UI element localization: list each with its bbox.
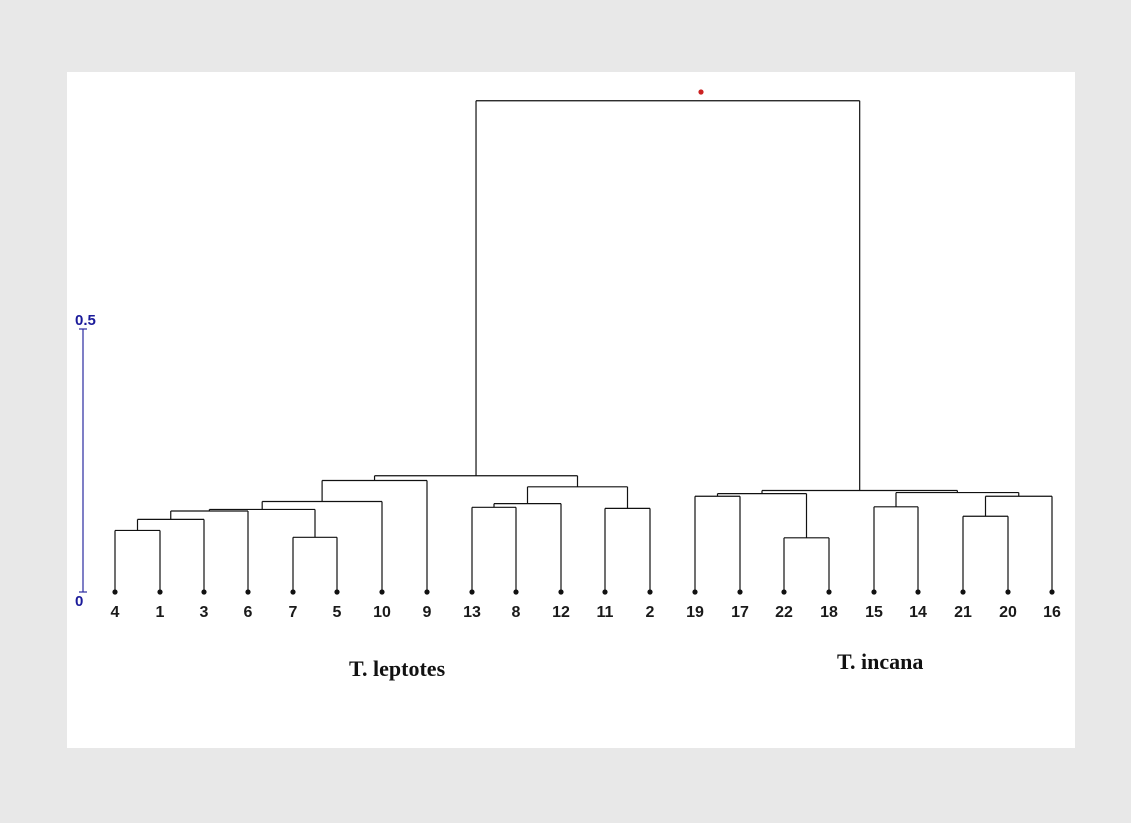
leaf-dot (513, 589, 519, 595)
leaf-label: 19 (686, 604, 704, 621)
leaf-label: 9 (423, 604, 432, 621)
leaf-dot (871, 589, 877, 595)
leaf-label: 21 (954, 604, 972, 621)
leaf-label: 7 (289, 604, 298, 621)
leaf-label: 5 (333, 604, 342, 621)
root-marker (698, 89, 704, 95)
leaf-dot (558, 589, 564, 595)
leaf-dot (245, 589, 251, 595)
leaf-label: 1 (156, 604, 165, 621)
leaf-label: 3 (200, 604, 209, 621)
leaf-label: 17 (731, 604, 749, 621)
leaf-label: 16 (1043, 604, 1061, 621)
group-label-incana: T. incana (837, 649, 923, 674)
leaf-label: 20 (999, 604, 1017, 621)
leaf-dot (469, 589, 475, 595)
leaf-label: 22 (775, 604, 793, 621)
leaf-markers (112, 589, 1055, 595)
leaf-dot (1049, 589, 1055, 595)
scale-label-zero: 0 (75, 593, 83, 610)
scale-label-half: 0.5 (75, 312, 96, 329)
dendrogram-panel: 4 1 3 6 7 5 10 9 13 8 12 11 2 19 17 22 18 15 14 21 20 16 0 0.5… (67, 72, 1075, 748)
dendrogram: 4 1 3 6 7 5 10 9 13 8 12 11 2 19 17 22 18 15 14 21 20 16 00.5… (75, 89, 1061, 681)
leaf-label: 10 (373, 604, 391, 621)
leaf-dot (334, 589, 340, 595)
dendrogram-branches (114, 100, 1053, 592)
leaf-label: 8 (512, 604, 521, 621)
group-label-leptotes: T. leptotes (349, 656, 446, 681)
leaf-labels: 4 1 3 6 7 5 10 9 13 8 12 11 2 19 17 22 18 15 14 21 20 16 (111, 604, 1061, 621)
leaf-dot (602, 589, 608, 595)
leaf-dot (1005, 589, 1011, 595)
leaf-label: 15 (865, 604, 883, 621)
leaf-dot (737, 589, 743, 595)
leaf-dot (915, 589, 921, 595)
leaf-dot (647, 589, 653, 595)
leaf-label: 6 (244, 604, 253, 621)
leaf-dot (157, 589, 163, 595)
leaf-dot (201, 589, 207, 595)
leaf-dot (112, 589, 118, 595)
leaf-dot (379, 589, 385, 595)
leaf-dot (692, 589, 698, 595)
leaf-label: 18 (820, 604, 838, 621)
leaf-label: 14 (909, 604, 927, 621)
leaf-dot (960, 589, 966, 595)
leaf-label: 13 (463, 604, 481, 621)
leaf-label: 12 (552, 604, 570, 621)
scale-bar: 00.5 (75, 312, 96, 610)
leaf-label: 11 (597, 604, 614, 621)
leaf-dot (781, 589, 787, 595)
leaf-dot (290, 589, 296, 595)
leaf-dot (826, 589, 832, 595)
leaf-label: 2 (646, 604, 655, 621)
leaf-label: 4 (111, 604, 120, 621)
leaf-dot (424, 589, 430, 595)
